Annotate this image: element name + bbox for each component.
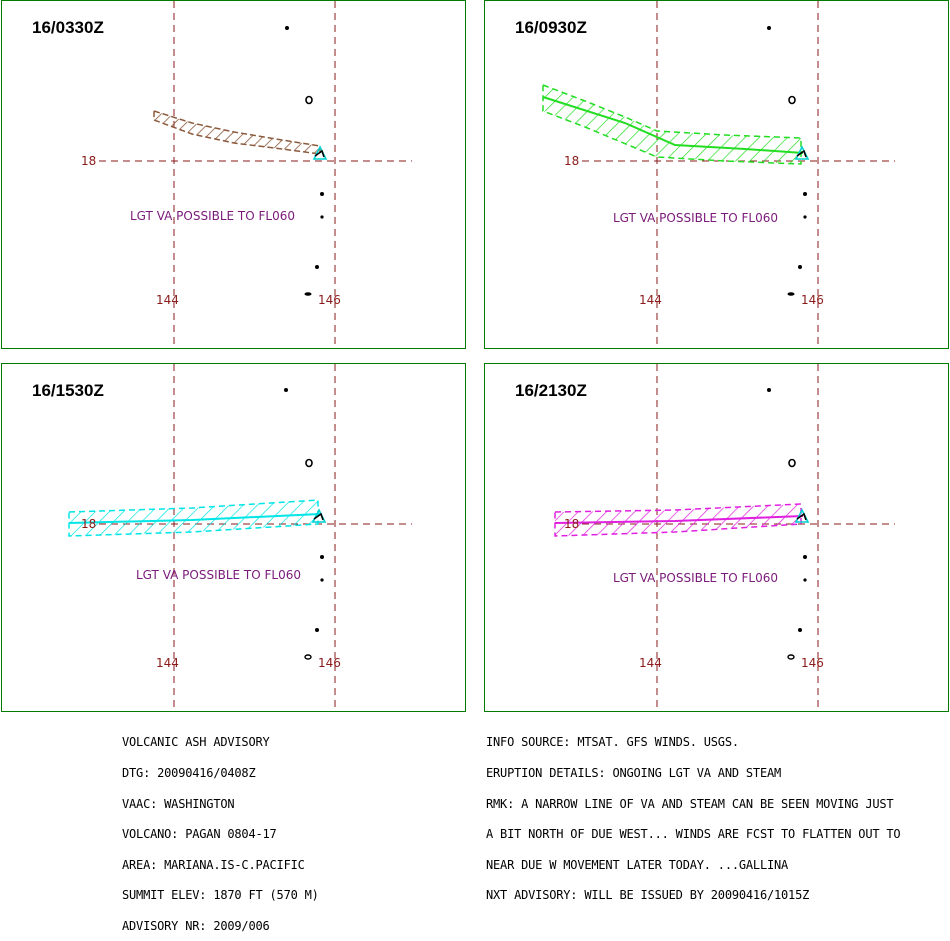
ash-trajectory-line <box>68 513 321 524</box>
advisory-line: RMK: A NARROW LINE OF VA AND STEAM CAN B… <box>486 796 894 811</box>
advisory-line: NEAR DUE W MOVEMENT LATER TODAY. ...GALL… <box>486 857 789 872</box>
va-note: LGT VA POSSIBLE TO FL060 <box>130 209 295 223</box>
island <box>285 26 289 30</box>
map-canvas: 18 144 146 LGT VA POSSIBLE TO FL060 <box>542 1 895 348</box>
forecast-panel-1: 18 144 146 LGT VA POSSIBLE TO FL060 16/0… <box>1 0 466 349</box>
advisory-line: INFO SOURCE: MTSAT. GFS WINDS. USGS. <box>486 735 739 750</box>
advisory-line: NXT ADVISORY: WILL BE ISSUED BY 20090416… <box>486 888 810 903</box>
lat-label: 18 <box>564 517 579 531</box>
advisory-details-block: INFO SOURCE: MTSAT. GFS WINDS. USGS. ERU… <box>486 717 901 911</box>
advisory-header-block: VOLCANIC ASH ADVISORY DTG: 20090416/0408… <box>122 717 319 941</box>
advisory-line: ADVISORY NR: 2009/006 <box>122 918 270 933</box>
va-note: LGT VA POSSIBLE TO FL060 <box>136 568 301 582</box>
va-note: LGT VA POSSIBLE TO FL060 <box>613 571 778 585</box>
lon-label-146: 146 <box>318 293 341 307</box>
lon-label-146: 146 <box>801 293 824 307</box>
island <box>305 95 313 105</box>
advisory-line: VOLCANO: PAGAN 0804-17 <box>122 827 277 842</box>
advisory-line: DTG: 20090416/0408Z <box>122 766 256 780</box>
island <box>304 292 312 296</box>
panel-time-title: 16/1530Z <box>32 381 104 400</box>
advisory-line: AREA: MARIANA.IS-C.PACIFIC <box>122 857 305 872</box>
advisory-line: VOLCANIC ASH ADVISORY <box>122 735 270 750</box>
island <box>320 192 324 196</box>
island <box>320 215 324 219</box>
lon-label-146: 146 <box>801 656 824 670</box>
ash-cloud-area <box>542 83 802 165</box>
lon-label-144: 144 <box>156 293 179 307</box>
panel-time-title: 16/0330Z <box>32 18 104 37</box>
lon-label-144: 144 <box>639 656 662 670</box>
ash-cloud-area <box>153 109 321 155</box>
lon-label-144: 144 <box>156 656 179 670</box>
va-note: LGT VA POSSIBLE TO FL060 <box>613 211 778 225</box>
map-canvas: 18 144 146 LGT VA POSSIBLE TO FL060 <box>68 364 412 711</box>
ash-cloud-area <box>68 499 319 537</box>
advisory-line: SUMMIT ELEV: 1870 FT (570 M) <box>122 888 319 903</box>
advisory-line: A BIT NORTH OF DUE WEST... WINDS ARE FCS… <box>486 827 901 842</box>
lon-label-146: 146 <box>318 656 341 670</box>
advisory-line: VAAC: WASHINGTON <box>122 796 235 811</box>
island <box>315 265 319 269</box>
lat-label: 18 <box>81 154 96 168</box>
map-canvas: 18 144 146 LGT VA POSSIBLE TO FL060 <box>81 1 412 348</box>
forecast-panel-4: 18 144 146 LGT VA POSSIBLE TO FL060 16/2… <box>484 363 949 712</box>
panel-time-title: 16/0930Z <box>515 18 587 37</box>
lat-label: 18 <box>81 517 96 531</box>
lon-label-144: 144 <box>639 293 662 307</box>
panel-time-title: 16/2130Z <box>515 381 587 400</box>
ash-trajectory-line <box>554 515 804 524</box>
advisory-line: ERUPTION DETAILS: ONGOING LGT VA AND STE… <box>486 766 782 780</box>
map-canvas: 18 144 146 LGT VA POSSIBLE TO FL060 <box>554 364 895 711</box>
forecast-panel-2: 18 144 146 LGT VA POSSIBLE TO FL060 16/0… <box>484 0 949 349</box>
lat-label: 18 <box>564 154 579 168</box>
ash-trajectory-line <box>542 96 804 154</box>
forecast-panel-3: 18 144 146 LGT VA POSSIBLE TO FL060 16/1… <box>1 363 466 712</box>
